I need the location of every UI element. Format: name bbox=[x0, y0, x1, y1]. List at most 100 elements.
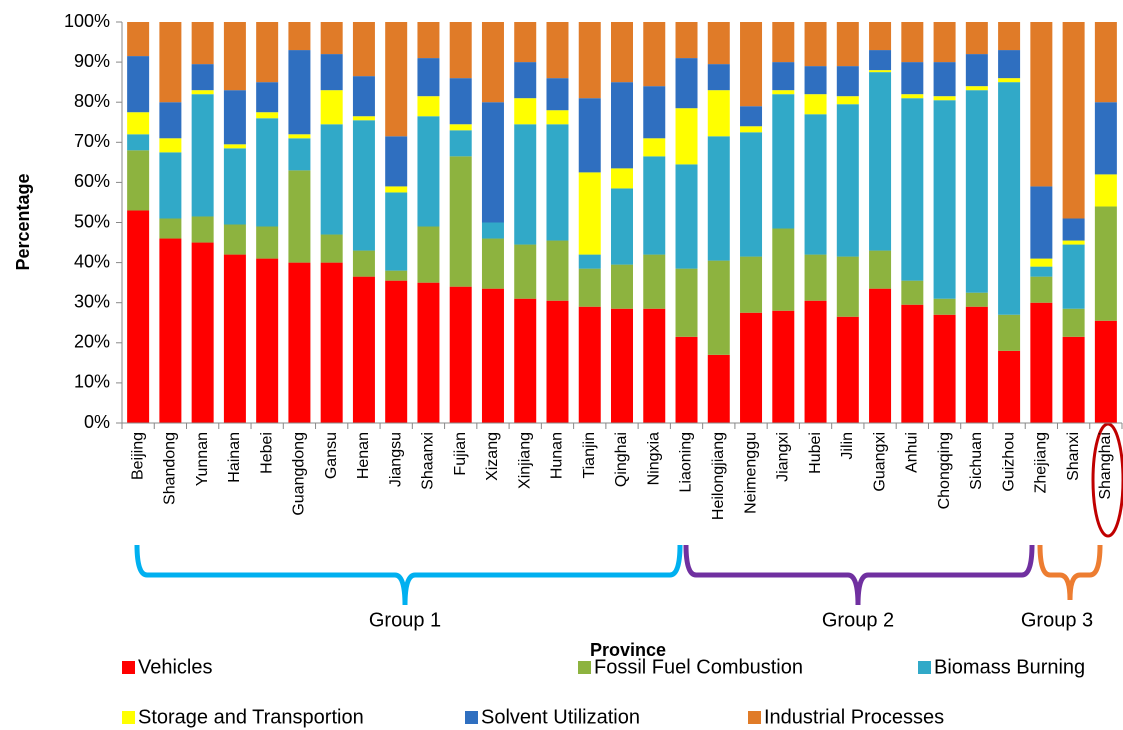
y-tick-label: 70% bbox=[74, 131, 110, 151]
legend-swatch bbox=[578, 661, 591, 674]
group-label: Group 1 bbox=[369, 609, 441, 631]
bar-segment bbox=[417, 226, 440, 283]
x-tick-label: Jiangsu bbox=[387, 432, 404, 487]
bar-segment bbox=[352, 22, 375, 77]
x-tick-label: Sichuan bbox=[968, 432, 985, 490]
bar-segment bbox=[965, 86, 988, 91]
bar-segment bbox=[836, 104, 859, 257]
bar-segment bbox=[481, 22, 504, 103]
legend-label: Solvent Utilization bbox=[481, 706, 640, 728]
x-tick-label: Hubei bbox=[807, 432, 824, 474]
bar-segment bbox=[352, 76, 375, 117]
legend-swatch bbox=[122, 661, 135, 674]
bar-segment bbox=[611, 168, 633, 189]
bar-segment bbox=[1030, 186, 1053, 259]
bar-segment bbox=[643, 138, 666, 157]
bar-segment bbox=[836, 22, 859, 67]
bar-segment bbox=[191, 216, 214, 243]
bar-segment bbox=[707, 260, 730, 355]
bar-segment bbox=[804, 22, 827, 67]
x-tick-label: Beijing bbox=[129, 432, 146, 480]
bar-segment bbox=[256, 118, 279, 227]
bar-segment bbox=[707, 354, 730, 423]
bar-segment bbox=[611, 264, 633, 309]
bar-segment bbox=[965, 90, 988, 293]
bar-segment bbox=[965, 292, 988, 307]
group-brace bbox=[683, 544, 1035, 606]
bar-segment bbox=[546, 110, 569, 125]
bar-segment bbox=[1094, 320, 1117, 423]
bar-segment bbox=[933, 96, 956, 101]
bar-segment bbox=[740, 256, 763, 313]
x-tick-label: Shanghai bbox=[1097, 432, 1114, 500]
x-tick-label: Liaoning bbox=[678, 432, 695, 493]
bar-segment bbox=[869, 288, 892, 423]
bar-segment bbox=[514, 98, 537, 125]
bar-segment bbox=[1030, 22, 1053, 187]
bar-segment bbox=[352, 116, 375, 121]
bar-segment bbox=[836, 66, 859, 97]
bar-segment bbox=[288, 50, 311, 135]
x-tick-label: Xinjiang bbox=[516, 432, 533, 489]
bar-segment bbox=[417, 96, 440, 117]
bar-segment bbox=[385, 186, 408, 193]
bar-segment bbox=[514, 62, 537, 99]
bar-segment bbox=[223, 22, 246, 91]
y-tick-label: 10% bbox=[74, 372, 110, 392]
bar-segment bbox=[869, 250, 892, 289]
bar-segment bbox=[191, 22, 214, 65]
bar-segment bbox=[933, 298, 956, 315]
bar-segment bbox=[159, 138, 182, 153]
bar-segment bbox=[901, 280, 924, 305]
bar-segment bbox=[223, 254, 246, 423]
legend-swatch bbox=[748, 711, 761, 724]
bar-segment bbox=[159, 218, 182, 239]
bar-segment bbox=[320, 90, 343, 125]
bar-segment bbox=[385, 280, 408, 423]
bar-segment bbox=[1062, 336, 1085, 423]
bar-segment bbox=[159, 102, 182, 139]
bar-segment bbox=[417, 116, 440, 227]
bar-segment bbox=[804, 254, 827, 301]
group-label: Group 2 bbox=[822, 609, 894, 631]
y-axis-label: Percentage bbox=[13, 173, 33, 270]
x-tick-label: Shaanxi bbox=[420, 432, 437, 490]
bar-segment bbox=[127, 150, 150, 211]
bar-segment bbox=[1094, 206, 1117, 321]
bar-segment bbox=[256, 226, 279, 259]
bar-segment bbox=[804, 300, 827, 423]
bar-segment bbox=[998, 350, 1021, 423]
bar-segment bbox=[1062, 308, 1085, 337]
bar-segment bbox=[933, 22, 956, 63]
y-tick-label: 100% bbox=[64, 11, 110, 31]
x-tick-label: Yunnan bbox=[194, 432, 211, 486]
bar-segment bbox=[191, 90, 214, 95]
bar-segment bbox=[1062, 244, 1085, 309]
bar-segment bbox=[352, 276, 375, 423]
bar-segment bbox=[288, 138, 311, 171]
bar-segment bbox=[1094, 22, 1117, 103]
bar-segment bbox=[1030, 302, 1053, 423]
y-tick-label: 80% bbox=[74, 91, 110, 111]
y-tick-label: 20% bbox=[74, 332, 110, 352]
bar-segment bbox=[675, 336, 698, 423]
bar-segment bbox=[417, 22, 440, 59]
bar-segment bbox=[707, 22, 730, 65]
bar-segment bbox=[288, 262, 311, 423]
bar-segment bbox=[385, 192, 408, 271]
bar-segment bbox=[449, 156, 472, 287]
bar-segment bbox=[1062, 240, 1085, 245]
y-tick-label: 60% bbox=[74, 171, 110, 191]
bar-segment bbox=[256, 82, 279, 113]
bar-segment bbox=[1062, 218, 1085, 241]
bar-segment bbox=[578, 306, 601, 423]
bar-segment bbox=[772, 228, 795, 311]
bar-segment bbox=[288, 22, 311, 51]
x-tick-label: Neimenggu bbox=[742, 432, 759, 514]
bar-segment bbox=[417, 282, 440, 423]
bar-segment bbox=[869, 22, 892, 51]
x-tick-label: Anhui bbox=[904, 432, 921, 473]
x-tick-label: Jilin bbox=[839, 432, 856, 460]
bar-segment bbox=[1094, 102, 1117, 175]
